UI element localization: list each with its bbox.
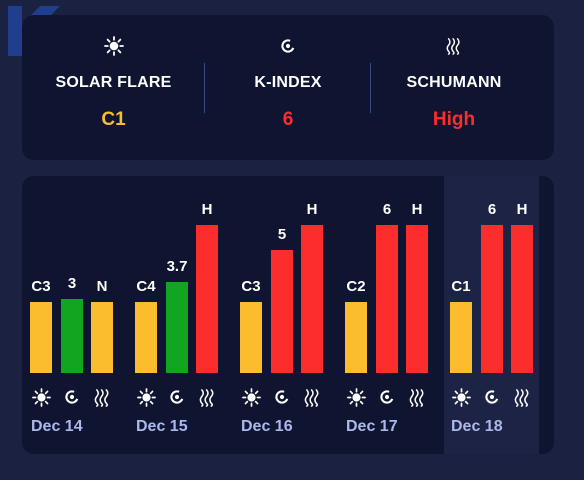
kindex-bar-label: 3.7 — [166, 257, 188, 275]
waves-icon — [406, 386, 428, 408]
solar-bar-label: C3 — [241, 277, 261, 295]
magnet-icon — [280, 35, 296, 57]
kindex-bar-label: 6 — [487, 201, 497, 218]
schumann-bar-label: N — [96, 277, 108, 295]
solar-flare-label: SOLAR FLARE — [55, 74, 172, 91]
k-index-label: K-INDEX — [254, 74, 322, 91]
solar-bar-label: C1 — [451, 277, 471, 295]
solar-bar — [30, 301, 52, 373]
schumann-label: SCHUMANN — [406, 74, 502, 91]
kindex-bar — [271, 249, 293, 373]
kindex-bar — [376, 225, 398, 373]
schumann-summary: SCHUMANN High — [371, 15, 537, 160]
schumann-bar-label: H — [201, 201, 213, 218]
sun-icon — [135, 386, 157, 408]
sun-icon — [450, 386, 472, 408]
date-label: Dec 18 — [451, 418, 503, 435]
date-label: Dec 17 — [346, 418, 398, 435]
solar-flare-summary: SOLAR FLARE C1 — [22, 15, 205, 160]
magnet-icon — [376, 386, 398, 408]
forecast-chart: C3 3 N Dec 14 C4 3.7 H Dec 15 C3 5 H Dec 16 C2 6 H Dec … — [22, 176, 554, 454]
solar-flare-value: C1 — [101, 109, 126, 130]
sun-icon — [30, 386, 52, 408]
summary-divider — [204, 63, 205, 113]
card-edge — [539, 176, 554, 454]
kindex-bar-label: 5 — [277, 225, 287, 243]
solar-bar-label: C2 — [346, 277, 366, 295]
waves-icon — [196, 386, 218, 408]
date-label: Dec 14 — [31, 418, 83, 435]
k-index-value: 6 — [282, 109, 294, 130]
waves-icon — [511, 386, 533, 408]
schumann-bar-label: H — [411, 201, 423, 218]
waves-icon — [445, 35, 463, 57]
kindex-bar — [481, 225, 503, 373]
sun-icon — [345, 386, 367, 408]
k-index-summary: K-INDEX 6 — [205, 15, 371, 160]
summary-divider — [370, 63, 371, 113]
schumann-bar — [406, 225, 428, 373]
kindex-bar — [166, 281, 188, 373]
solar-bar-label: C3 — [31, 277, 51, 295]
sun-icon — [103, 35, 124, 57]
magnet-icon — [271, 386, 293, 408]
solar-bar — [450, 301, 472, 373]
magnet-icon — [61, 386, 83, 408]
sun-icon — [240, 386, 262, 408]
kindex-bar — [61, 299, 83, 373]
solar-bar-label: C4 — [136, 277, 156, 295]
schumann-bar-label: H — [306, 201, 318, 218]
schumann-bar — [511, 225, 533, 373]
solar-bar — [240, 301, 262, 373]
summary-card: SOLAR FLARE C1 K-INDEX 6 SCHUMANN High — [22, 15, 554, 160]
magnet-icon — [481, 386, 503, 408]
schumann-bar-label: H — [516, 201, 528, 218]
waves-icon — [91, 386, 113, 408]
solar-bar — [135, 301, 157, 373]
waves-icon — [301, 386, 323, 408]
date-label: Dec 16 — [241, 418, 293, 435]
date-label: Dec 15 — [136, 418, 188, 435]
schumann-bar — [301, 225, 323, 373]
schumann-bar — [196, 225, 218, 373]
schumann-value: High — [432, 109, 476, 130]
schumann-bar — [91, 301, 113, 373]
solar-bar — [345, 301, 367, 373]
magnet-icon — [166, 386, 188, 408]
kindex-bar-label: 6 — [382, 201, 392, 218]
kindex-bar-label: 3 — [67, 275, 77, 292]
